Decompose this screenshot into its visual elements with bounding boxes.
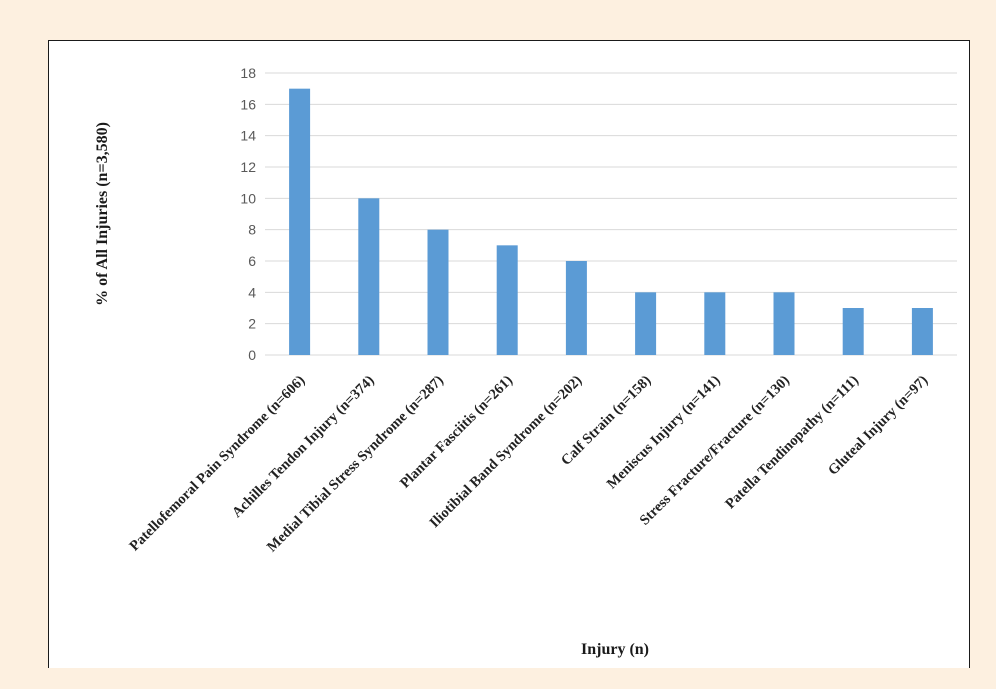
bar — [358, 198, 380, 355]
x-category-label: Patella Tendinopathy (n=111) — [722, 372, 862, 512]
y-tick-label: 8 — [248, 222, 256, 238]
bar — [773, 292, 795, 355]
gridlines — [265, 72, 957, 356]
bar — [427, 229, 449, 355]
bar-chart: 0 2 4 6 8 10 12 14 16 18 Patellofemoral Pain Synd… — [94, 65, 957, 658]
y-tick-label: 16 — [240, 96, 256, 112]
y-tick-label: 10 — [240, 190, 256, 206]
chart-frame: 0 2 4 6 8 10 12 14 16 18 Patellofemoral Pain Synd… — [48, 40, 970, 668]
y-tick-label: 6 — [248, 253, 256, 269]
x-category-labels: Patellofemoral Pain Syndrome (n=606)Achi… — [127, 372, 932, 555]
x-category-label: Meniscus Injury (n=141) — [604, 372, 724, 492]
bar — [911, 308, 933, 355]
bars — [289, 88, 933, 355]
x-axis-title: Injury (n) — [581, 641, 649, 658]
y-tick-label: 2 — [248, 316, 256, 332]
y-tick-label: 14 — [240, 128, 256, 144]
x-category-label: Plantar Fasciitis (n=261) — [397, 372, 516, 491]
bar — [289, 88, 311, 355]
bar — [635, 292, 657, 355]
bar — [496, 245, 518, 355]
y-tick-label: 12 — [240, 159, 256, 175]
bar — [565, 261, 587, 355]
x-category-label: Achilles Tendon Injury (n=374) — [229, 372, 378, 521]
y-axis-title: % of All Injuries (n=3,580) — [94, 122, 111, 306]
x-category-label: Iliotibial Band Syndrome (n=202) — [427, 372, 586, 531]
y-tick-label: 0 — [248, 347, 256, 363]
x-category-label: Stress Fracture/Fracture (n=130) — [637, 372, 793, 528]
bar — [842, 308, 864, 355]
y-tick-label: 4 — [248, 284, 256, 300]
bar — [704, 292, 726, 355]
y-tick-label: 18 — [240, 65, 256, 81]
y-tick-labels: 0 2 4 6 8 10 12 14 16 18 — [240, 65, 256, 363]
